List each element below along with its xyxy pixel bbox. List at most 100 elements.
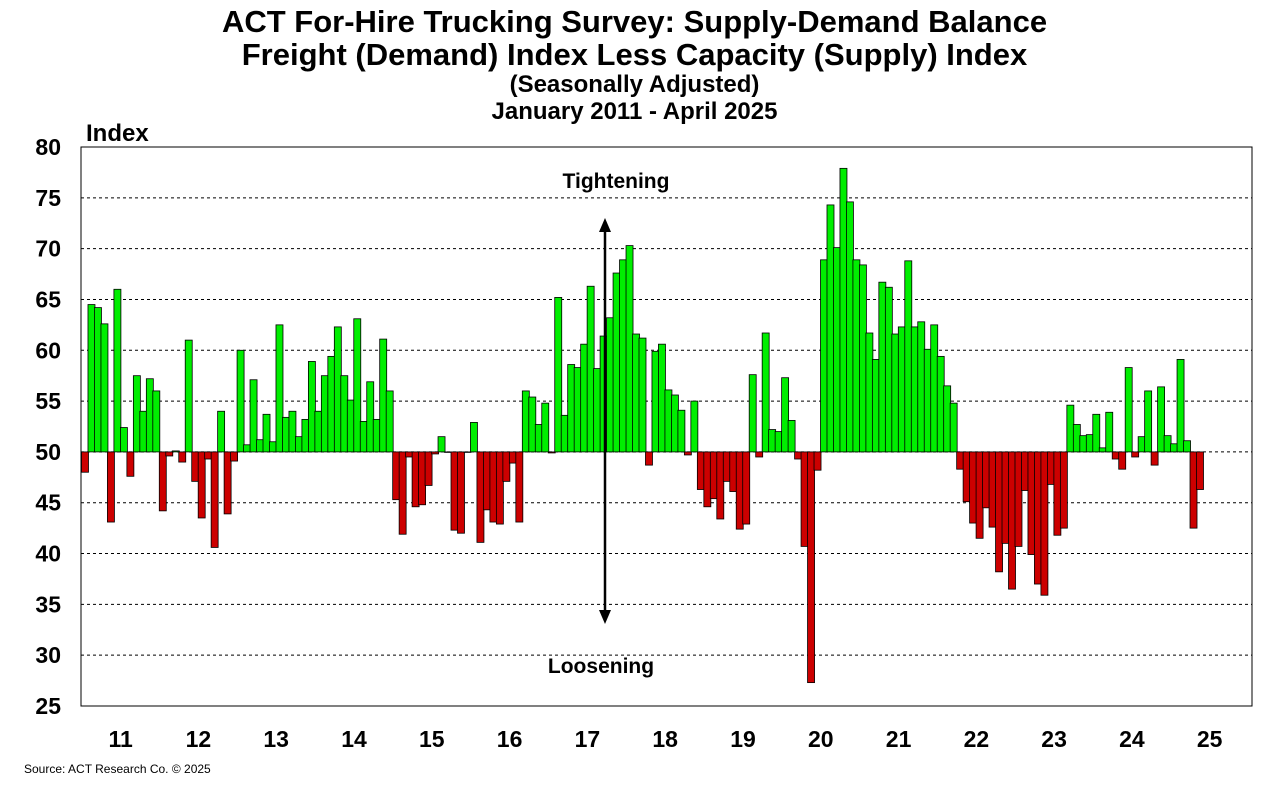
bar xyxy=(696,451,705,490)
bar xyxy=(158,451,167,512)
bar xyxy=(826,204,835,453)
bar xyxy=(625,245,634,453)
bar xyxy=(204,451,213,460)
bar xyxy=(275,324,284,453)
bar xyxy=(217,410,226,453)
x-tick-label: 18 xyxy=(652,726,678,752)
bar xyxy=(690,400,699,453)
bar xyxy=(982,451,990,509)
bar xyxy=(722,451,731,482)
y-tick-label: 45 xyxy=(35,490,61,516)
bar xyxy=(975,451,984,539)
bar xyxy=(346,399,355,453)
bar xyxy=(145,378,154,453)
bar xyxy=(1196,451,1204,490)
bar xyxy=(716,451,725,520)
bar xyxy=(1183,440,1191,453)
x-tick-label: 20 xyxy=(808,726,834,752)
y-tick-label: 50 xyxy=(35,439,61,465)
bar xyxy=(262,413,271,453)
bar xyxy=(379,338,388,453)
bar xyxy=(107,451,115,523)
x-tick-label: 24 xyxy=(1119,726,1145,752)
bar xyxy=(411,451,420,508)
bar xyxy=(81,451,89,473)
bar xyxy=(1072,424,1081,453)
bar xyxy=(709,451,718,500)
bar xyxy=(923,348,932,453)
bar xyxy=(1105,411,1114,453)
bar xyxy=(126,451,135,477)
bar xyxy=(871,359,880,453)
bar xyxy=(567,364,576,453)
x-tick-label: 17 xyxy=(575,726,601,752)
bar xyxy=(301,418,310,453)
y-tick-label: 40 xyxy=(35,541,61,567)
bar xyxy=(100,323,109,453)
bar xyxy=(476,451,485,543)
bar xyxy=(658,343,666,453)
bar xyxy=(813,451,822,471)
bar xyxy=(586,285,595,453)
bar xyxy=(748,374,757,453)
bar xyxy=(891,333,900,453)
chart-adjustment-note: (Seasonally Adjusted) xyxy=(509,71,760,98)
bar xyxy=(988,451,997,528)
bar xyxy=(243,444,251,453)
bar xyxy=(995,451,1003,573)
bar xyxy=(184,339,193,453)
x-tick-label: 16 xyxy=(497,726,523,752)
bar xyxy=(418,451,426,506)
bar xyxy=(664,389,673,453)
bar xyxy=(521,390,530,453)
bar xyxy=(210,451,219,548)
bars xyxy=(81,167,1204,684)
chart-period: January 2011 - April 2025 xyxy=(491,98,778,125)
bar xyxy=(671,394,679,453)
bar xyxy=(1053,451,1062,536)
y-tick-label: 70 xyxy=(35,236,61,262)
bar xyxy=(457,451,465,534)
bar xyxy=(327,355,336,453)
bar xyxy=(132,375,141,453)
bar xyxy=(1144,390,1153,453)
bar xyxy=(606,317,614,453)
chart-title: ACT For-Hire Trucking Survey: Supply-Dem… xyxy=(221,4,1048,39)
bar xyxy=(385,390,394,453)
bar xyxy=(936,355,945,453)
bar xyxy=(735,451,744,530)
bar xyxy=(1014,451,1023,547)
bar xyxy=(884,286,893,453)
bar xyxy=(1098,447,1107,453)
bar xyxy=(152,390,161,453)
bar xyxy=(554,297,563,453)
y-tick-label: 65 xyxy=(35,286,61,312)
bar xyxy=(424,451,433,486)
x-tick-label: 15 xyxy=(419,726,445,752)
bar xyxy=(1085,434,1094,453)
chart-subtitle: Freight (Demand) Index Less Capacity (Su… xyxy=(241,37,1028,72)
bar xyxy=(1131,451,1140,458)
bar xyxy=(1137,436,1146,453)
bar xyxy=(1008,451,1016,590)
bar xyxy=(444,451,452,453)
bar xyxy=(171,450,180,453)
bar xyxy=(256,439,264,453)
bar xyxy=(1189,451,1198,529)
bar xyxy=(249,379,258,453)
x-tick-label: 19 xyxy=(730,726,756,752)
bar xyxy=(703,451,712,508)
bar xyxy=(87,304,96,453)
annotation-loosening: Loosening xyxy=(548,655,654,678)
y-tick-label: 80 xyxy=(35,134,61,160)
bar xyxy=(729,451,738,492)
bar xyxy=(807,451,815,684)
bar xyxy=(1124,367,1133,453)
bar xyxy=(839,167,848,453)
y-tick-label: 55 xyxy=(35,388,61,414)
bar xyxy=(470,422,478,453)
bar xyxy=(1001,451,1010,544)
bar xyxy=(178,451,187,463)
bar xyxy=(295,436,303,453)
